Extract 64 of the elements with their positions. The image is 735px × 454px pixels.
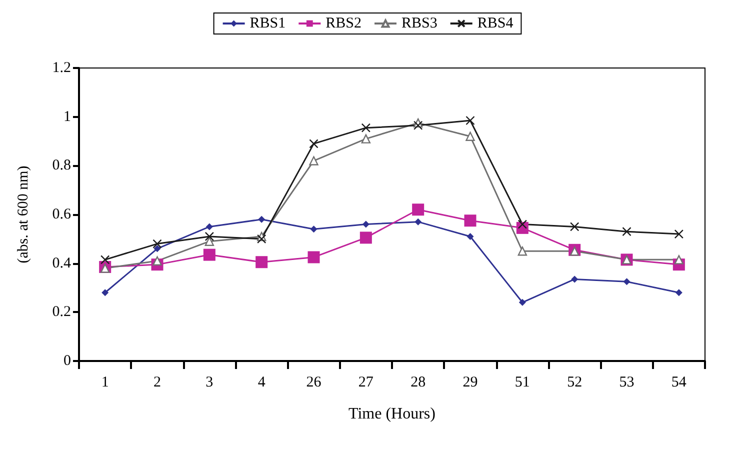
point [518, 246, 528, 256]
point [206, 223, 213, 230]
point [414, 218, 422, 226]
point [102, 289, 109, 296]
y-tick-label: 1 [64, 108, 71, 125]
point [256, 234, 266, 244]
point [360, 232, 372, 244]
point [204, 236, 214, 246]
x-tick-label: 3 [206, 374, 214, 390]
point [258, 216, 266, 223]
point [203, 248, 216, 261]
point [362, 220, 370, 228]
x-tick-label: 54 [671, 374, 687, 390]
x-tick-label: 28 [410, 374, 426, 390]
y-tick-label: 0 [64, 353, 71, 369]
x-tick-label: 51 [514, 374, 530, 390]
point [413, 120, 423, 130]
y-tick-label: 0.4 [52, 255, 72, 272]
point [361, 134, 371, 144]
x-tick-label: 27 [358, 374, 374, 390]
point [152, 239, 162, 248]
y-tick-label: 0.2 [52, 304, 71, 320]
point [204, 232, 214, 242]
x-tick-label: 2 [154, 374, 161, 390]
point [309, 139, 318, 148]
point [154, 245, 161, 252]
legend-label: RBS3 [402, 16, 438, 32]
point [675, 289, 682, 296]
point [152, 256, 162, 266]
point [310, 226, 318, 233]
point [308, 251, 320, 264]
point [518, 220, 528, 229]
point [361, 123, 371, 132]
point [674, 255, 684, 264]
point [466, 116, 475, 126]
x-tick-label: 1 [101, 374, 109, 390]
point [100, 264, 110, 273]
point [570, 246, 580, 256]
legend-label: RBS4 [477, 16, 514, 32]
point [518, 298, 526, 306]
y-axis-title: (abs. at 600 nm) [16, 166, 32, 264]
point [412, 204, 424, 216]
point [622, 226, 632, 236]
point [570, 222, 580, 232]
point [466, 232, 474, 240]
legend-label: RBS1 [250, 16, 286, 32]
point [256, 256, 268, 268]
x-axis-title: Time (Hours) [348, 406, 436, 422]
x-tick-label: 53 [619, 374, 634, 390]
point [309, 156, 318, 166]
point [674, 229, 684, 239]
point [571, 276, 578, 283]
y-tick-label: 1.2 [52, 60, 71, 76]
x-tick-label: 29 [462, 374, 478, 390]
point [464, 214, 476, 227]
y-tick-label: 0.8 [52, 158, 71, 174]
x-tick-label: 52 [567, 374, 582, 390]
legend-label: RBS2 [326, 16, 362, 32]
x-tick-label: 4 [258, 374, 266, 390]
x-tick-label: 26 [306, 374, 322, 390]
y-tick-label: 0.6 [52, 206, 72, 222]
point [623, 278, 630, 286]
point [466, 132, 475, 141]
point [100, 255, 110, 264]
